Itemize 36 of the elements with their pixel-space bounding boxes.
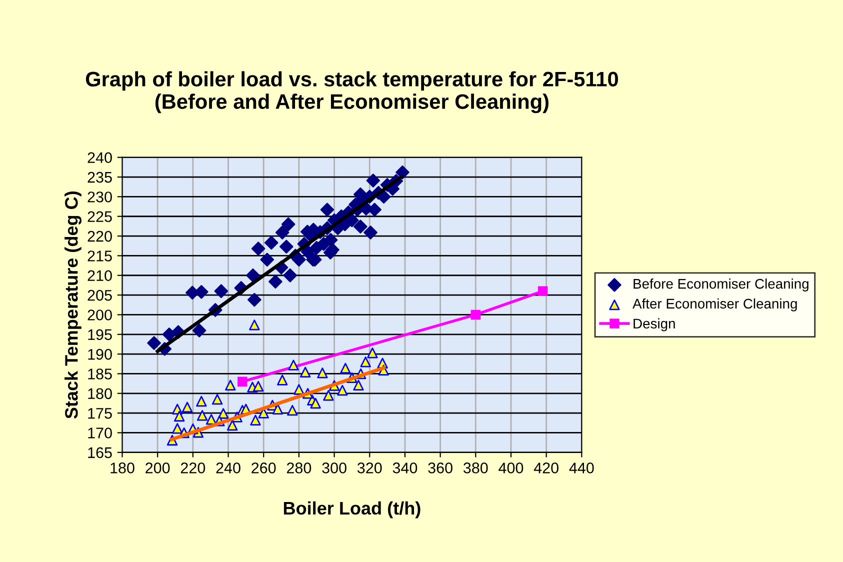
y-tick-label: 195 (88, 329, 112, 340)
x-axis-title: Boiler Load (t/h) (284, 501, 420, 518)
x-tick-label: 220 (180, 462, 206, 474)
x-tick-label: 240 (216, 462, 240, 474)
x-tick-label: 200 (146, 462, 170, 474)
y-tick-label: 185 (88, 368, 112, 380)
y-tick-label: 240 (88, 152, 112, 164)
y-tick-label: 170 (88, 428, 112, 438)
x-tick-label: 280 (286, 462, 312, 474)
y-tick-label: 225 (88, 211, 112, 222)
x-tick-label: 380 (463, 462, 488, 474)
legend-label: Design (634, 318, 675, 332)
y-tick-label: 235 (88, 172, 112, 183)
chart-title: Graph of boiler load vs. stack temperature for 2F-5110 (Before and After Economiser Cleaning) (86, 71, 618, 114)
y-tick-label: 205 (88, 290, 112, 301)
x-tick-label: 420 (534, 462, 558, 474)
y-tick-label: 180 (88, 388, 112, 400)
x-tick-label: 300 (322, 462, 346, 474)
y-tick-label: 200 (88, 310, 112, 320)
legend-label: After Economiser Cleaning (632, 298, 797, 312)
x-tick-label: 340 (392, 462, 418, 474)
y-tick-label: 165 (88, 447, 112, 458)
x-tick-label: 360 (428, 462, 452, 474)
y-tick-label: 220 (88, 230, 112, 242)
legend-label: Before Economiser Cleaning (634, 278, 808, 292)
y-tick-label: 190 (88, 348, 112, 360)
x-tick-label: 440 (569, 462, 594, 474)
y-tick-label: 215 (88, 250, 112, 262)
y-axis-title: Stack Temperature (deg C) (64, 192, 82, 419)
y-tick-label: 210 (88, 270, 112, 282)
x-tick-label: 320 (357, 462, 382, 474)
y-tick-label: 230 (88, 192, 112, 202)
x-tick-label: 400 (498, 462, 524, 474)
x-tick-label: 180 (110, 462, 134, 474)
x-tick-label: 260 (252, 462, 276, 474)
y-tick-label: 175 (88, 408, 112, 419)
